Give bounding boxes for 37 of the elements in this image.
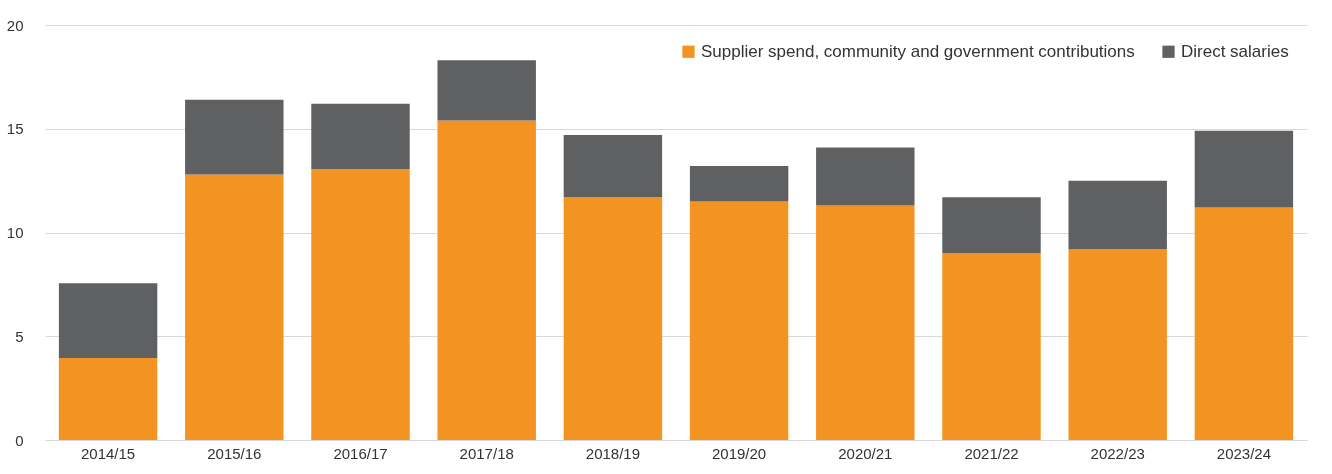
bar	[1068, 249, 1167, 440]
x-tick-label: 2023/24	[1216, 444, 1272, 462]
bar	[689, 201, 789, 440]
x-tick-label: 2016/17	[333, 444, 388, 462]
bar	[942, 197, 1041, 254]
x-tick-label: 2018/19	[585, 444, 641, 462]
bar	[942, 253, 1041, 440]
bar	[689, 166, 789, 202]
legend-label: Direct salaries	[1181, 41, 1289, 61]
bar	[1194, 130, 1294, 208]
y-tick-label: 0	[15, 431, 24, 449]
bar	[311, 169, 410, 440]
x-tick-label: 2021/22	[964, 444, 1019, 462]
x-tick-label: 2017/18	[459, 444, 514, 462]
y-tick-label: 10	[6, 224, 24, 241]
bar	[185, 174, 284, 440]
bar	[437, 120, 536, 440]
x-tick-label: 2015/16	[207, 444, 262, 462]
y-tick-label: 15	[6, 120, 24, 138]
x-tick-label: 2020/21	[838, 444, 893, 462]
bar	[58, 283, 158, 359]
x-tick-label: 2014/15	[80, 444, 136, 462]
x-tick-label: 2022/23	[1090, 444, 1145, 462]
bar	[1194, 207, 1294, 440]
y-tick-label: 5	[15, 327, 24, 345]
bar	[563, 134, 663, 198]
bar	[816, 205, 915, 440]
bar	[563, 197, 663, 440]
bar	[185, 99, 284, 175]
bar	[58, 358, 158, 440]
bar	[1068, 180, 1167, 250]
bar	[311, 103, 410, 170]
bar	[437, 60, 536, 121]
x-tick-label: 2019/20	[711, 444, 767, 462]
legend-label: Supplier spend, community and government contributions	[701, 41, 1135, 61]
y-tick-label: 20	[6, 16, 24, 34]
bar	[816, 147, 915, 206]
